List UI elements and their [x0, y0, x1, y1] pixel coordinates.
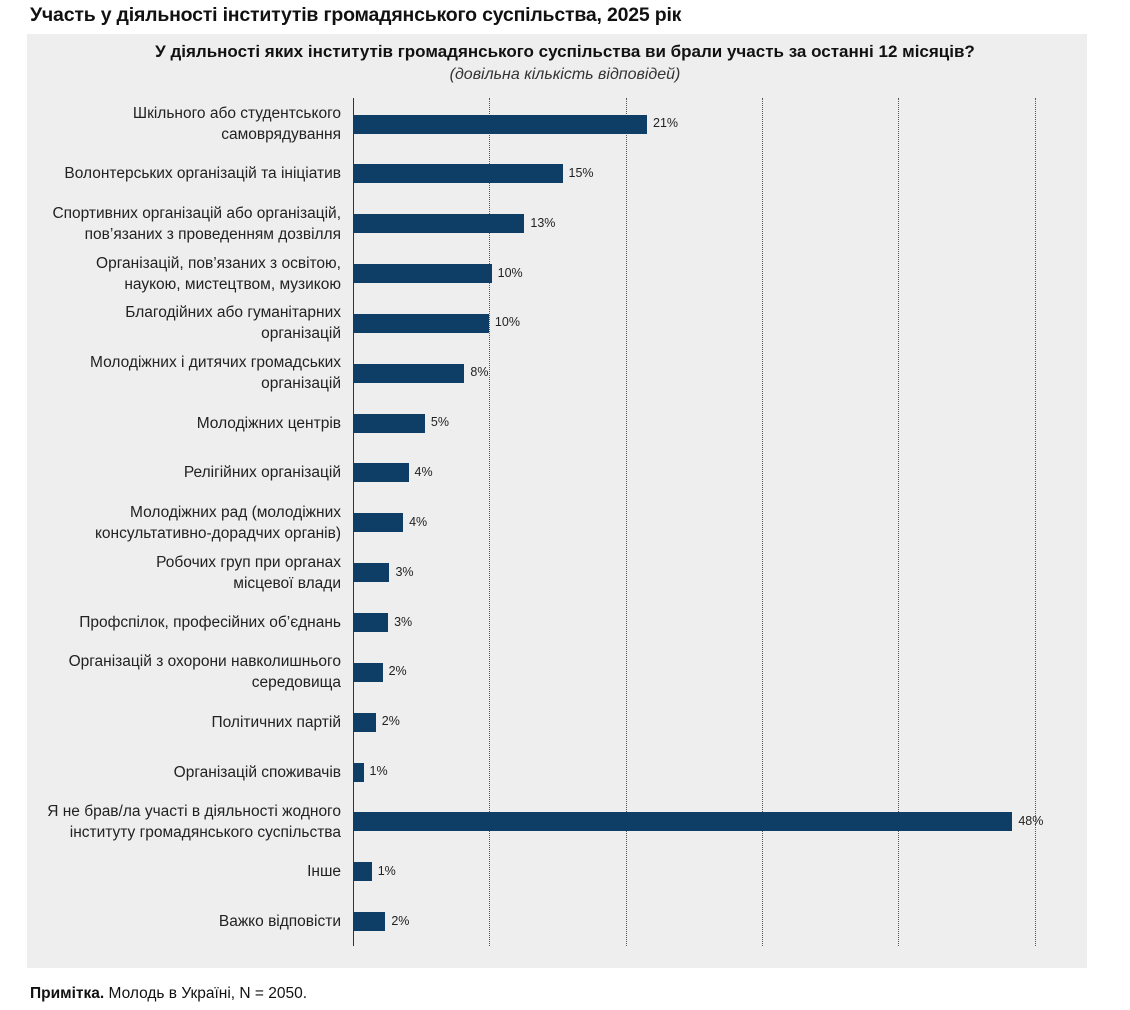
value-label: 10%	[497, 265, 523, 280]
value-label: 15%	[568, 165, 594, 180]
y-axis-line	[353, 98, 354, 946]
category-label-line: організацій	[261, 375, 341, 393]
category-label-line: Молодіжних рад (молодіжних	[129, 503, 341, 521]
category-label: Робочих груп при органах місцевої влади	[21, 552, 341, 594]
category-label: Організацій споживачів	[21, 762, 341, 783]
category-label-line: інституту громадянського суспільства	[69, 823, 341, 841]
bar	[354, 762, 364, 782]
category-label: Організацій, пов’язаних з освітою, наукою…	[21, 253, 341, 295]
category-label-line: Релігійних організацій	[183, 464, 341, 482]
bar	[354, 313, 489, 333]
bar	[354, 613, 389, 632]
value-label: 2%	[381, 714, 400, 729]
bar	[354, 513, 404, 533]
category-label-line: пов’язаних з проведенням дозвілля	[84, 225, 341, 243]
category-label-line: Спортивних організацій або організацій,	[52, 204, 341, 222]
value-label: 3%	[394, 614, 413, 629]
category-label-line: Робочих груп при органах	[156, 553, 341, 571]
value-label: 48%	[1018, 813, 1044, 828]
value-label: 5%	[430, 415, 449, 430]
footnote: Примітка. Молодь в Україні, N = 2050.	[30, 985, 307, 1003]
bar	[354, 463, 409, 483]
category-label: Релігійних організацій	[21, 462, 341, 483]
category-label-line: Благодійних або гуманітарних	[125, 304, 341, 322]
category-label-line: наукою, мистецтвом, музикою	[124, 275, 341, 293]
category-label-line: місцевої влади	[233, 574, 341, 592]
gridline-20	[625, 98, 627, 946]
category-label-line: самоврядування	[221, 126, 341, 143]
chart-subtitle: (довільна кількість відповідей)	[449, 66, 681, 83]
category-label-line: Я не брав/ла участі в діяльності жодного	[47, 802, 341, 820]
bar	[354, 912, 386, 932]
bar	[354, 862, 372, 882]
gridline-10	[489, 98, 491, 946]
category-label: Профспілок, професійних об’єднань	[21, 612, 341, 633]
category-label-line: Молодіжних і дитячих громадських	[90, 354, 341, 372]
bar	[354, 712, 376, 732]
category-label-line: Політичних партій	[211, 713, 341, 731]
bar	[354, 363, 465, 383]
gridline-30	[761, 98, 763, 946]
bar	[354, 114, 648, 134]
value-label: 1%	[377, 863, 396, 878]
chart-title: Участь у діяльності інститутів громадянс…	[30, 4, 688, 27]
category-label: Шкільного або студентського самоврядуванн…	[21, 103, 341, 145]
bar	[354, 214, 525, 234]
category-label: Я не брав/ла участі в діяльності жодного…	[21, 801, 341, 843]
category-label-line: Молодіжних центрів	[196, 414, 341, 432]
category-label-line: Організацій з охорони навколишнього	[68, 653, 341, 671]
bar	[354, 662, 383, 682]
category-label-line: Інше	[307, 863, 341, 881]
category-label: Інше	[21, 861, 341, 882]
category-label-line: консультативно-дорадчих органів)	[94, 524, 341, 542]
chart-question: У діяльності яких інститутів громадянськ…	[155, 42, 975, 61]
footnote-label: Примітка.	[30, 985, 105, 1002]
category-label: Волонтерських організацій та ініціатив	[21, 163, 341, 184]
value-label: 4%	[414, 464, 433, 479]
value-label: 10%	[494, 315, 520, 330]
category-label: Організацій з охорони навколишнього серед…	[21, 651, 341, 693]
value-label: 3%	[395, 564, 414, 579]
category-label-line: Шкільного або студентського	[132, 105, 341, 122]
category-label-line: організацій	[261, 325, 341, 343]
category-label: Спортивних організацій або організацій, п…	[21, 203, 341, 245]
value-label: 21%	[653, 116, 679, 130]
category-label: Важко відповісти	[21, 911, 341, 932]
bar	[354, 563, 390, 583]
bar	[354, 164, 563, 184]
footnote-text: Молодь в Україні, N = 2050.	[104, 985, 308, 1002]
category-label: Благодійних або гуманітарних організацій	[21, 302, 341, 344]
category-label: Молодіжних рад (молодіжних консультативно…	[21, 502, 341, 544]
bar	[354, 413, 425, 433]
category-label-line: Організацій споживачів	[173, 763, 341, 781]
value-label: 2%	[388, 664, 407, 679]
value-label: 8%	[470, 365, 489, 380]
category-label-line: Профспілок, професійних об’єднань	[79, 614, 341, 631]
value-label: 13%	[530, 215, 556, 230]
bar	[354, 264, 492, 284]
category-label: Політичних партій	[21, 712, 341, 733]
category-label: Молодіжних центрів	[21, 413, 341, 434]
category-label-line: Волонтерських організацій та ініціатив	[64, 165, 341, 183]
gridline-50	[1034, 98, 1036, 946]
value-label: 1%	[369, 764, 388, 779]
category-label: Молодіжних і дитячих громадських організа…	[21, 352, 341, 394]
chart-panel	[27, 34, 1087, 968]
value-label: 4%	[409, 514, 428, 529]
category-label-line: Важко відповісти	[218, 913, 341, 931]
bar	[354, 812, 1013, 832]
gridline-40	[898, 98, 900, 946]
category-label-line: Організацій, пов’язаних з освітою,	[96, 254, 341, 272]
value-label: 2%	[391, 913, 410, 928]
category-label-line: середовища	[251, 674, 341, 692]
